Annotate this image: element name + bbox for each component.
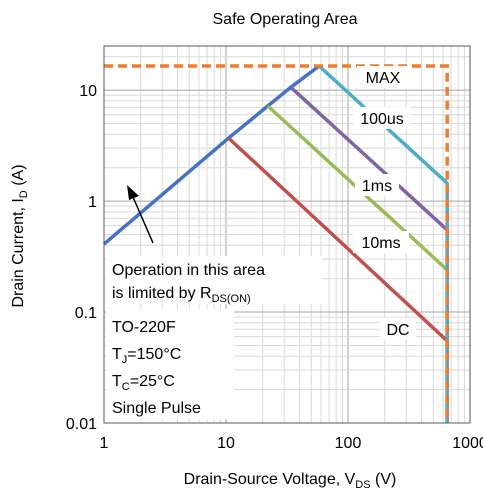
label-10ms-bg <box>353 231 409 253</box>
label-1ms: 1ms <box>362 178 392 195</box>
condition-tj: TJ=150°C <box>112 346 181 366</box>
chart-title: Safe Operating Area <box>213 11 358 28</box>
label-1ms-bg <box>355 174 399 196</box>
curve-labels: MAX 100us 1ms 10ms DC <box>353 66 416 340</box>
label-dc: DC <box>386 322 409 339</box>
series-rdson <box>102 64 321 246</box>
y-tick-label: 10 <box>79 83 97 100</box>
label-max-bg <box>357 66 407 88</box>
x-axis-title: Drain-Source Voltage, VDS (V) <box>184 471 397 491</box>
y-tick-label: 0.01 <box>66 416 97 433</box>
note-line-1: Operation in this area <box>112 262 265 279</box>
condition-pulse: Single Pulse <box>112 400 201 417</box>
y-axis-title: Drain Current, ID (A) <box>10 164 30 307</box>
label-10ms: 10ms <box>361 235 400 252</box>
note-line-2: is limited by RDS(ON) <box>112 285 251 305</box>
y-tick-labels: 10 1 0.1 0.01 <box>66 83 97 433</box>
x-tick-label: 1000 <box>452 435 483 452</box>
condition-package: TO-220F <box>112 319 176 336</box>
x-tick-label: 100 <box>335 435 362 452</box>
label-100us: 100us <box>360 111 404 128</box>
arrow-icon <box>127 185 154 244</box>
note-background <box>106 256 322 304</box>
series-group <box>102 64 449 423</box>
label-100us-bg <box>353 107 411 129</box>
label-max: MAX <box>366 70 401 87</box>
x-tick-label: 1 <box>100 435 109 452</box>
y-tick-label: 1 <box>88 194 97 211</box>
x-tick-label: 10 <box>217 435 235 452</box>
series-max <box>104 64 449 423</box>
plot-frame <box>103 45 471 424</box>
note-subscript: DS(ON) <box>212 293 251 305</box>
conditions-background <box>106 309 234 419</box>
series-ms1 <box>289 86 449 423</box>
label-dc-bg <box>380 318 416 340</box>
x-tick-labels: 1 10 100 1000 <box>100 435 483 452</box>
condition-tc: TC=25°C <box>112 373 175 393</box>
y-tick-label: 0.1 <box>75 305 97 322</box>
